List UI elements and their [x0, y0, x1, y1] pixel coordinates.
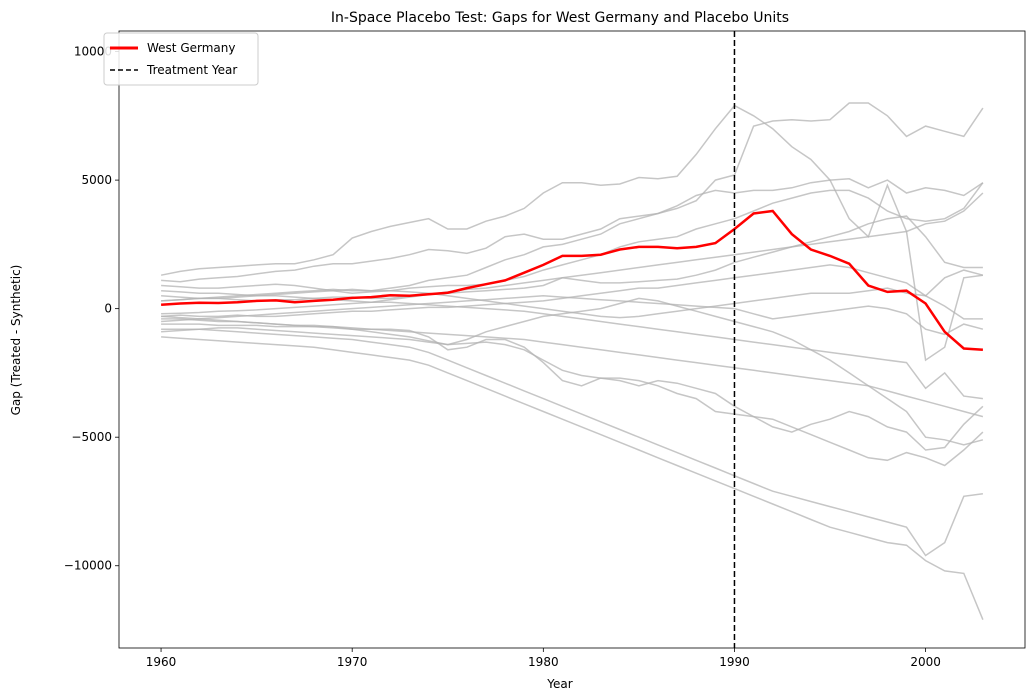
treated-line-group	[161, 209, 983, 352]
y-tick-label: 0	[104, 302, 112, 316]
placebo-line-4	[161, 182, 984, 294]
placebo-line-6	[161, 230, 984, 362]
x-tick-label: 2000	[910, 655, 941, 669]
placebo-line-3	[161, 178, 984, 302]
x-tick-label: 1980	[528, 655, 559, 669]
plot-frame	[118, 30, 1026, 649]
y-tick-label: 5000	[81, 173, 112, 187]
x-tick-label: 1960	[146, 655, 177, 669]
legend-label-treatment-year: Treatment Year	[146, 63, 237, 77]
placebo-line-10	[161, 297, 984, 446]
plot-background	[119, 31, 1025, 648]
chart-title: In-Space Placebo Test: Gaps for West Ger…	[331, 10, 789, 26]
placebo-line-2	[161, 102, 984, 283]
placebo-line-16	[161, 315, 984, 418]
placebo-line-11	[161, 323, 984, 451]
x-axis: 1960 1970 1980 1990 2000	[146, 648, 941, 669]
legend-label-west-germany: West Germany	[147, 41, 235, 55]
placebo-lines	[160, 102, 984, 620]
west-germany-line	[161, 209, 983, 352]
placebo-line-9	[161, 295, 984, 336]
placebo-line-15	[161, 289, 983, 400]
placebo-line-5	[161, 215, 983, 302]
y-tick-label: 10000	[74, 45, 112, 59]
y-axis: −10000 −5000 0 5000 10000	[64, 45, 119, 573]
y-tick-label: −10000	[64, 559, 112, 573]
placebo-line-1	[160, 104, 984, 276]
placebo-line-14	[161, 328, 983, 557]
y-axis-label: Gap (Treated - Synthetic)	[9, 265, 23, 416]
plot-area	[119, 31, 1025, 648]
x-tick-label: 1970	[337, 655, 368, 669]
legend-box	[103, 32, 259, 86]
x-axis-label: Year	[546, 677, 572, 691]
x-tick-label: 1990	[719, 655, 750, 669]
placebo-line-13	[161, 336, 984, 620]
legend: West Germany Treatment Year	[103, 32, 259, 86]
y-tick-label: −5000	[71, 430, 112, 444]
